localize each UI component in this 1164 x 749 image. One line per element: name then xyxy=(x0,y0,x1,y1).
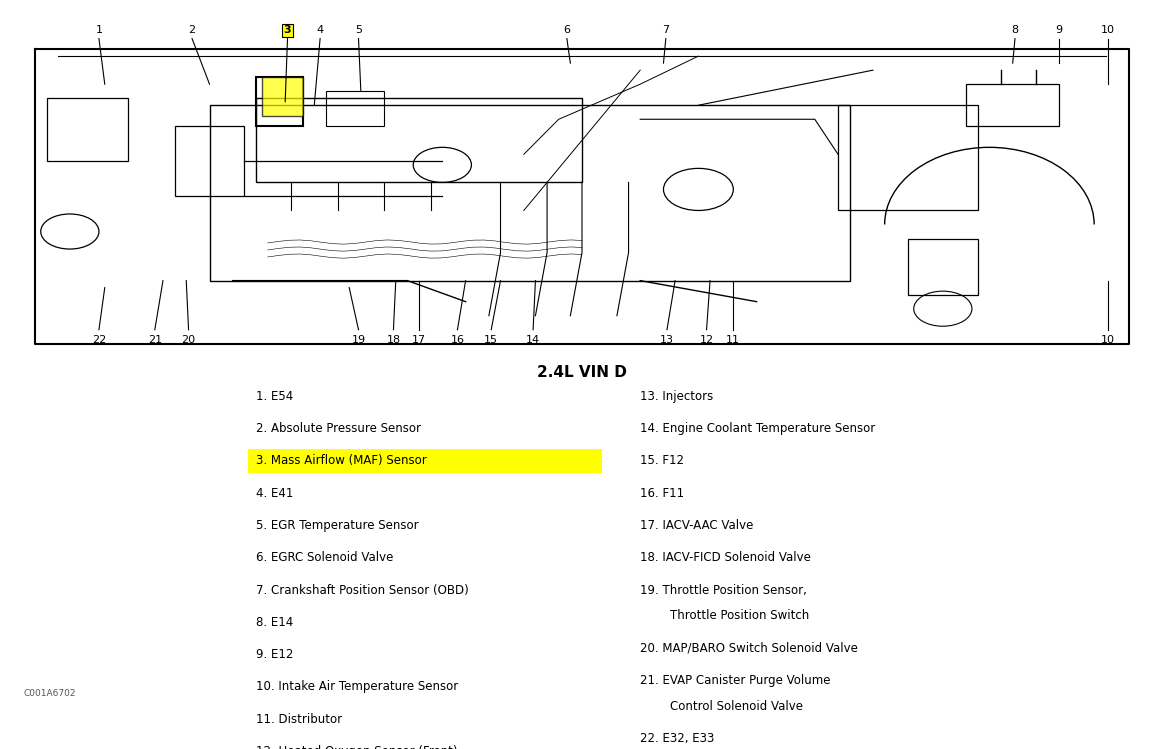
Text: 14: 14 xyxy=(526,335,540,345)
Text: 11: 11 xyxy=(726,335,740,345)
Text: 19: 19 xyxy=(352,335,365,345)
Bar xyxy=(47,98,128,161)
Text: 3. Mass Airflow (MAF) Sensor: 3. Mass Airflow (MAF) Sensor xyxy=(256,455,427,467)
Text: 9: 9 xyxy=(1056,25,1063,35)
Text: 3: 3 xyxy=(284,25,291,35)
Text: 22. E32, E33: 22. E32, E33 xyxy=(640,732,715,745)
Text: 20. MAP/BARO Switch Solenoid Valve: 20. MAP/BARO Switch Solenoid Valve xyxy=(640,642,858,655)
Text: 13. Injectors: 13. Injectors xyxy=(640,390,714,403)
Text: 4: 4 xyxy=(317,25,324,35)
Text: 12: 12 xyxy=(700,335,714,345)
Text: 6: 6 xyxy=(563,25,570,35)
Text: 8. E14: 8. E14 xyxy=(256,616,293,628)
Text: 11. Distributor: 11. Distributor xyxy=(256,712,342,726)
Bar xyxy=(966,84,1059,127)
Text: 19. Throttle Position Sensor,: 19. Throttle Position Sensor, xyxy=(640,583,807,596)
Text: 4. E41: 4. E41 xyxy=(256,487,293,500)
Text: 16. F11: 16. F11 xyxy=(640,487,684,500)
Text: 6. EGRC Solenoid Valve: 6. EGRC Solenoid Valve xyxy=(256,551,393,564)
Text: 10: 10 xyxy=(1101,335,1115,345)
Text: 9. E12: 9. E12 xyxy=(256,648,293,661)
Bar xyxy=(256,98,582,183)
Text: 10: 10 xyxy=(1101,25,1115,35)
Text: 15. F12: 15. F12 xyxy=(640,455,684,467)
Text: 21: 21 xyxy=(148,335,162,345)
Text: 2. Absolute Pressure Sensor: 2. Absolute Pressure Sensor xyxy=(256,422,421,435)
Bar xyxy=(838,105,978,210)
Text: 20: 20 xyxy=(182,335,196,345)
Text: 18. IACV-FICD Solenoid Valve: 18. IACV-FICD Solenoid Valve xyxy=(640,551,811,564)
Text: 5: 5 xyxy=(355,25,362,35)
FancyBboxPatch shape xyxy=(248,449,602,473)
Bar xyxy=(175,127,244,196)
Text: 18: 18 xyxy=(386,335,400,345)
Text: 1: 1 xyxy=(95,25,102,35)
Text: 7. Crankshaft Position Sensor (OBD): 7. Crankshaft Position Sensor (OBD) xyxy=(256,583,469,596)
Bar xyxy=(262,77,303,116)
Text: 1. E54: 1. E54 xyxy=(256,390,293,403)
Text: 14. Engine Coolant Temperature Sensor: 14. Engine Coolant Temperature Sensor xyxy=(640,422,875,435)
Bar xyxy=(210,105,850,281)
Text: 8: 8 xyxy=(1012,25,1018,35)
Text: 16: 16 xyxy=(450,335,464,345)
Text: Throttle Position Switch: Throttle Position Switch xyxy=(640,610,809,622)
Text: Control Solenoid Valve: Control Solenoid Valve xyxy=(640,700,803,713)
Text: C001A6702: C001A6702 xyxy=(23,689,76,698)
Text: 22: 22 xyxy=(92,335,106,345)
Text: 7: 7 xyxy=(662,25,669,35)
Text: 10. Intake Air Temperature Sensor: 10. Intake Air Temperature Sensor xyxy=(256,680,459,694)
Bar xyxy=(908,238,978,294)
Text: 13: 13 xyxy=(660,335,674,345)
Text: 2.4L VIN D: 2.4L VIN D xyxy=(537,365,627,380)
Bar xyxy=(326,91,384,127)
Text: 21. EVAP Canister Purge Volume: 21. EVAP Canister Purge Volume xyxy=(640,674,831,687)
Bar xyxy=(256,77,303,127)
Text: 17: 17 xyxy=(412,335,426,345)
Text: 5. EGR Temperature Sensor: 5. EGR Temperature Sensor xyxy=(256,519,419,532)
Text: 17. IACV-AAC Valve: 17. IACV-AAC Valve xyxy=(640,519,753,532)
Text: 12. Heated Oxygen Sensor (Front): 12. Heated Oxygen Sensor (Front) xyxy=(256,745,457,749)
Text: 2: 2 xyxy=(189,25,196,35)
Text: 15: 15 xyxy=(484,335,498,345)
